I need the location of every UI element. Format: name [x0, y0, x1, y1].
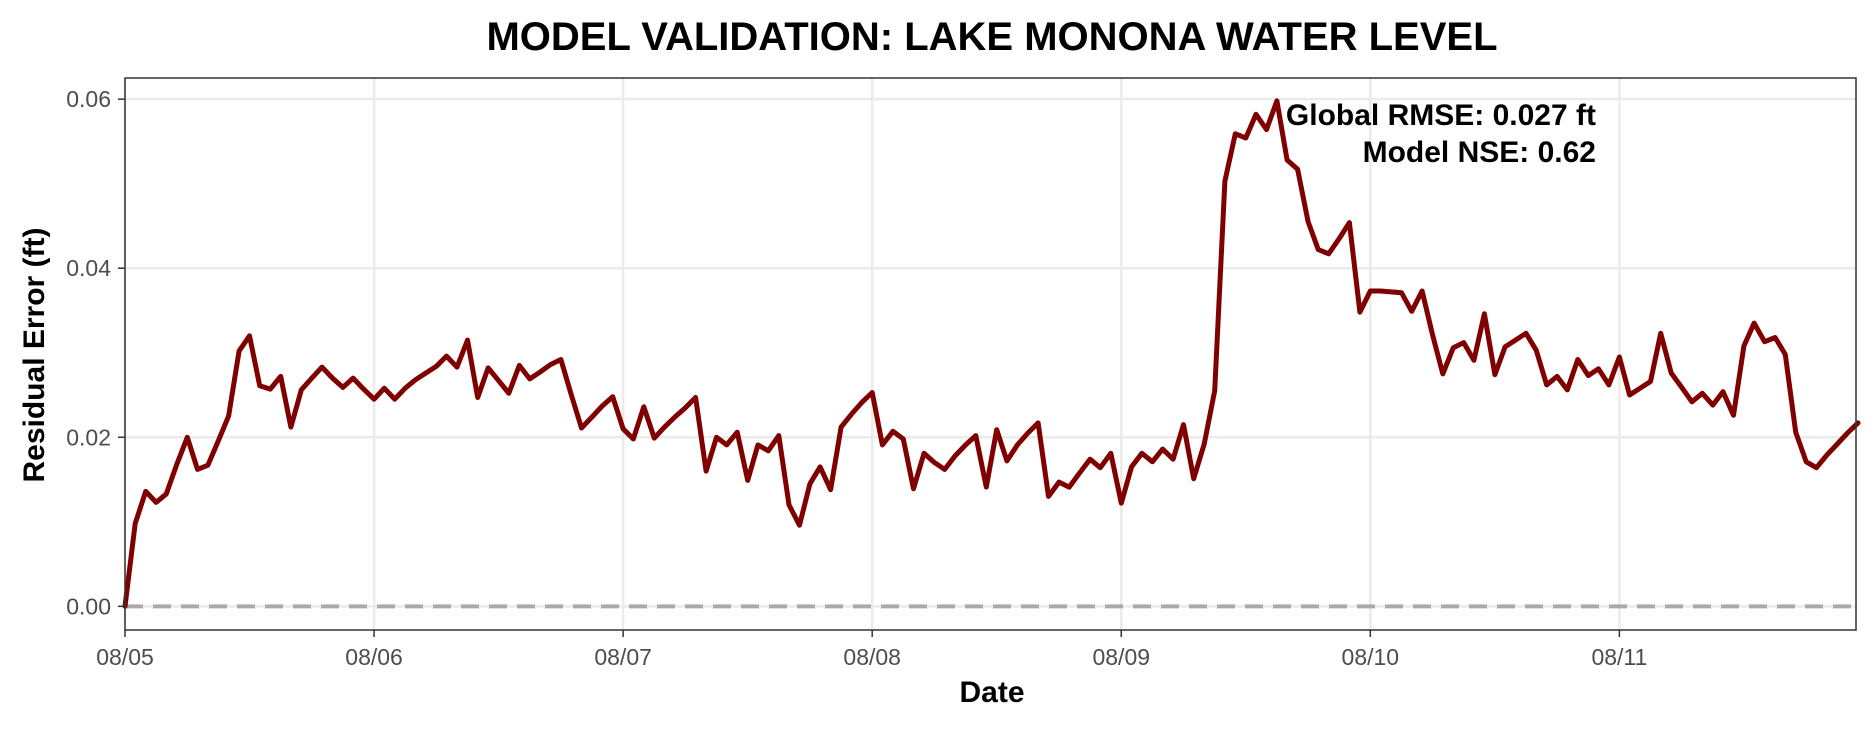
y-axis-title: Residual Error (ft) — [18, 227, 51, 482]
x-tick-label: 08/06 — [345, 644, 403, 670]
grid — [123, 78, 1856, 630]
y-tick-label: 0.06 — [66, 86, 111, 112]
panel-border — [124, 77, 1857, 631]
x-tick-label: 08/09 — [1092, 644, 1150, 670]
y-axis: 0.00 0.02 0.04 0.06 — [66, 86, 125, 619]
x-tick-label: 08/11 — [1591, 644, 1647, 670]
nse-annotation: Model NSE: 0.62 — [1363, 136, 1596, 169]
y-tick-label: 0.02 — [66, 424, 111, 450]
x-tick-label: 08/05 — [96, 644, 154, 670]
x-axis: 08/05 08/06 08/07 08/08 08/09 08/10 08/11 — [96, 630, 1647, 670]
rmse-annotation: Global RMSE: 0.027 ft — [1286, 99, 1596, 132]
x-tick-label: 08/07 — [594, 644, 652, 670]
y-tick-label: 0.00 — [66, 593, 111, 619]
x-axis-title: Date — [959, 676, 1024, 709]
residual-series-line — [122, 98, 1861, 609]
x-tick-label: 08/08 — [843, 644, 901, 670]
x-tick-label: 08/10 — [1342, 644, 1400, 670]
chart-title: MODEL VALIDATION: LAKE MONONA WATER LEVE… — [486, 15, 1497, 59]
y-tick-label: 0.04 — [66, 255, 111, 281]
